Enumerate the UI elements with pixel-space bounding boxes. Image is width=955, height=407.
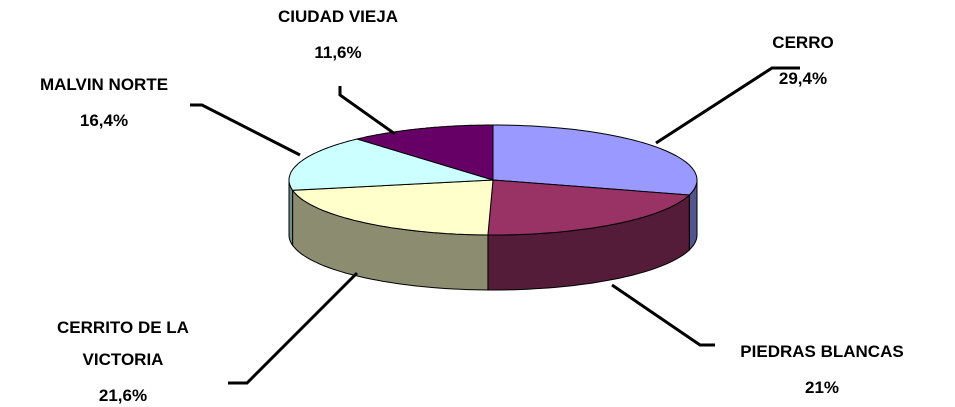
category-label: MALVIN NORTE xyxy=(40,75,168,94)
pie-slice xyxy=(492,124,698,196)
value-label: 16,4% xyxy=(80,111,128,130)
pie-slice xyxy=(288,138,494,191)
leader-line xyxy=(338,86,396,136)
leader-line xyxy=(611,283,715,347)
category-label: CERRO xyxy=(772,33,833,52)
label-line: MALVIN NORTE xyxy=(40,75,168,94)
leader-line xyxy=(655,66,800,145)
label-line: CERRO xyxy=(772,33,833,52)
pie-slice xyxy=(355,124,494,181)
pie-slice xyxy=(291,179,494,236)
leader-line xyxy=(190,103,301,157)
category-label: CERRITO DE LA VICTORIA xyxy=(57,318,189,369)
value-label: 21% xyxy=(805,378,839,397)
value-label: 29,4% xyxy=(779,69,827,88)
category-label: CIUDAD VIEJA xyxy=(278,7,398,26)
value-label: 11,6% xyxy=(314,43,361,62)
label-line: CERRITO DE LA xyxy=(57,318,189,337)
value-label: 21,6% xyxy=(99,386,147,405)
label-line: CIUDAD VIEJA xyxy=(278,7,398,26)
category-label: PIEDRAS BLANCAS xyxy=(740,342,903,361)
label-line: VICTORIA xyxy=(83,350,164,369)
pie-slice xyxy=(487,179,691,236)
leader-line xyxy=(228,271,359,385)
label-line: PIEDRAS BLANCAS xyxy=(740,342,903,361)
